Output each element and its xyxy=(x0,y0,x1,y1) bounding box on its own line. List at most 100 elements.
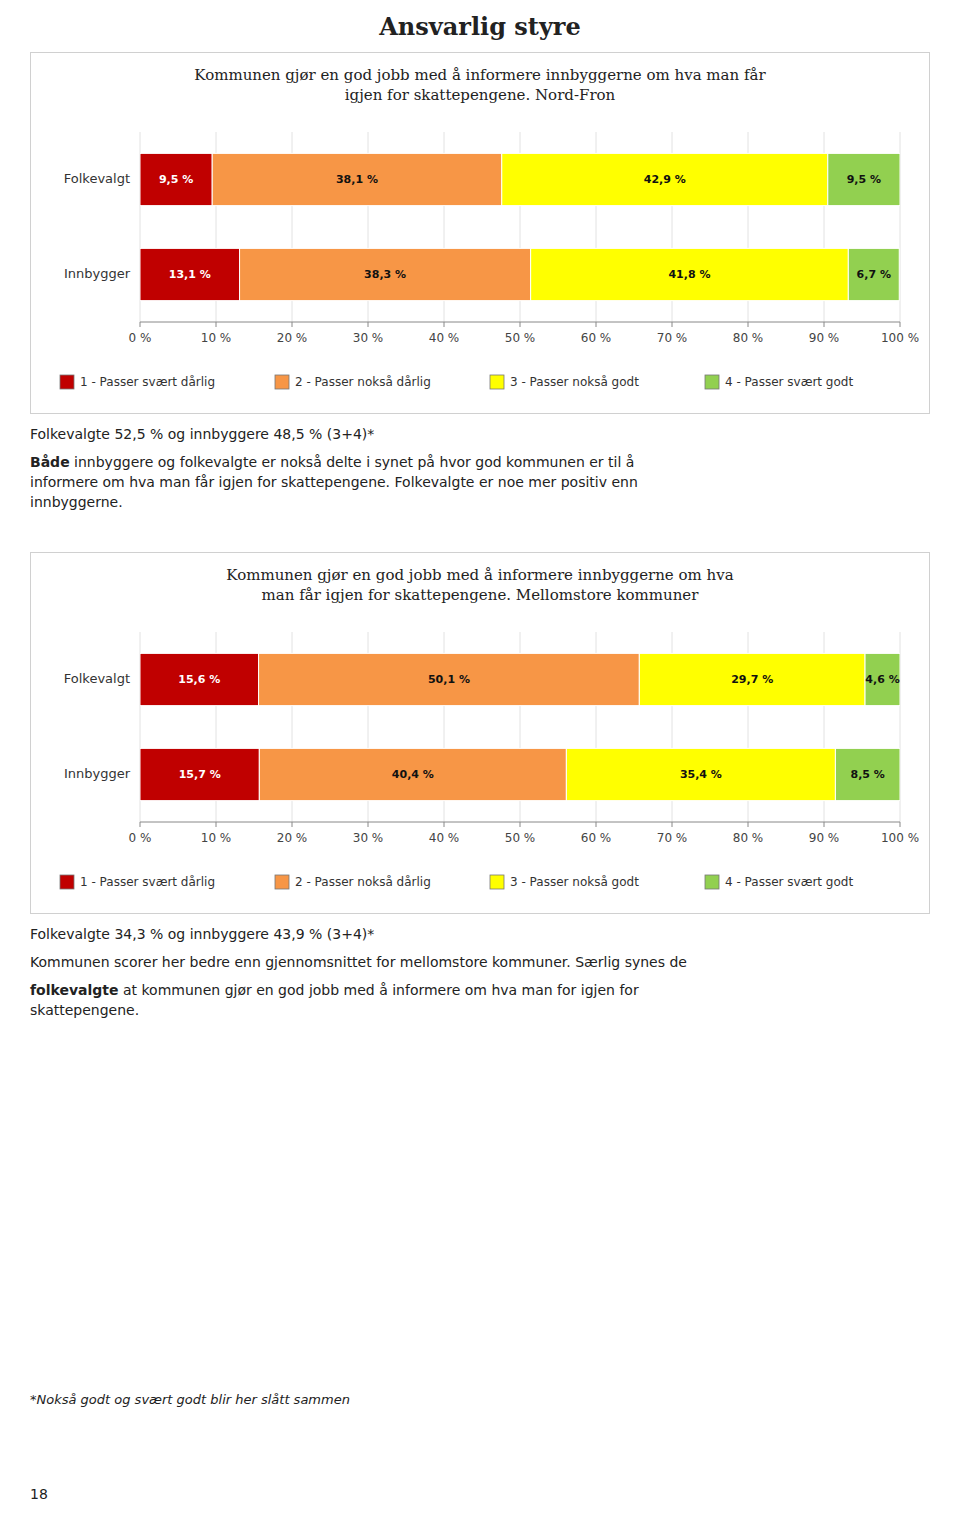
tick-label: 0 % xyxy=(129,831,152,845)
legend-swatch xyxy=(490,375,504,389)
bar-segment xyxy=(140,153,212,205)
data-label: 13,1 % xyxy=(169,268,211,281)
chart-title-line: Kommunen gjør en god jobb med å informer… xyxy=(226,566,733,584)
tick-label: 100 % xyxy=(881,831,919,845)
text-run: Folkevalgte 52,5 % og innbyggere 48,5 % … xyxy=(30,426,374,442)
tick-mark xyxy=(292,322,293,327)
tick-label: 60 % xyxy=(581,331,612,345)
tick-label: 80 % xyxy=(733,831,764,845)
paragraph: Folkevalgte 52,5 % og innbyggere 48,5 % … xyxy=(30,424,930,444)
text-run: at kommunen gjør en god jobb med å infor… xyxy=(30,982,639,1018)
data-label: 9,5 % xyxy=(847,173,881,186)
data-label: 50,1 % xyxy=(428,673,470,686)
text-block: Folkevalgte 34,3 % og innbyggere 43,9 % … xyxy=(30,924,930,1028)
text-run: Folkevalgte 34,3 % og innbyggere 43,9 % … xyxy=(30,926,374,942)
tick-mark xyxy=(216,322,217,327)
paragraph: Kommunen scorer her bedre enn gjennomsni… xyxy=(30,952,930,972)
tick-mark xyxy=(824,322,825,327)
tick-mark xyxy=(748,822,749,827)
x-axis: 0 %10 %20 %30 %40 %50 %60 %70 %80 %90 %1… xyxy=(129,322,919,345)
tick-label: 40 % xyxy=(429,331,460,345)
x-axis: 0 %10 %20 %30 %40 %50 %60 %70 %80 %90 %1… xyxy=(129,822,919,845)
tick-mark xyxy=(368,322,369,327)
data-label: 8,5 % xyxy=(851,768,885,781)
tick-mark xyxy=(900,322,901,327)
bar-segment xyxy=(865,653,900,705)
data-labels: 15,6 %50,1 %29,7 %4,6 %15,7 %40,4 %35,4 … xyxy=(178,673,899,781)
category-label: Folkevalgt xyxy=(64,171,130,186)
bar-segment xyxy=(502,153,828,205)
chart-title-line: Kommunen gjør en god jobb med å informer… xyxy=(194,66,766,84)
data-label: 29,7 % xyxy=(731,673,773,686)
category-label: Innbygger xyxy=(64,266,131,281)
legend: 1 - Passer svært dårlig2 - Passer nokså … xyxy=(60,375,853,390)
chart: Kommunen gjør en god jobb med å informer… xyxy=(30,52,930,414)
tick-label: 90 % xyxy=(809,331,840,345)
legend-label: 4 - Passer svært godt xyxy=(725,375,853,389)
axis-line xyxy=(140,322,900,323)
tick-label: 10 % xyxy=(201,331,232,345)
bar-segment xyxy=(259,748,566,800)
paragraph: folkevalgte at kommunen gjør en god jobb… xyxy=(30,980,930,1020)
bar-segment xyxy=(212,153,502,205)
y-axis: Folkevalgt Innbygger xyxy=(64,171,131,281)
legend: 1 - Passer svært dårlig 2 - Passer nokså … xyxy=(60,875,853,890)
tick-label: 20 % xyxy=(277,331,308,345)
legend-label: 1 - Passer svært dårlig xyxy=(80,875,215,889)
tick-mark xyxy=(520,322,521,327)
tick-mark xyxy=(140,822,141,827)
tick-mark xyxy=(596,822,597,827)
tick-mark xyxy=(672,322,673,327)
tick-mark xyxy=(672,822,673,827)
legend-label: 2 - Passer nokså dårlig xyxy=(295,875,431,889)
chart-frame xyxy=(31,553,930,914)
page-title: Ansvarlig styre xyxy=(0,12,960,41)
tick-mark xyxy=(824,822,825,827)
bar-segment xyxy=(259,653,640,705)
page-number: 18 xyxy=(30,1486,48,1502)
data-label: 38,3 % xyxy=(364,268,406,281)
legend-swatch xyxy=(705,875,719,889)
chart-title-line: man får igjen for skattepengene. Melloms… xyxy=(262,586,700,604)
legend-label: 4 - Passer svært godt xyxy=(725,875,853,889)
tick-mark xyxy=(748,322,749,327)
category-label: Innbygger xyxy=(64,766,131,781)
tick-label: 30 % xyxy=(353,831,384,845)
bar-segment xyxy=(140,748,259,800)
legend-label: 3 - Passer nokså godt xyxy=(510,375,639,389)
tick-mark xyxy=(216,822,217,827)
data-label: 42,9 % xyxy=(644,173,686,186)
category-label: Folkevalgt xyxy=(64,671,130,686)
tick-label: 0 % xyxy=(129,331,152,345)
data-label: 9,5 % xyxy=(159,173,193,186)
data-label: 6,7 % xyxy=(857,268,891,281)
bar-segment xyxy=(140,653,259,705)
tick-label: 50 % xyxy=(505,831,536,845)
bar-segment xyxy=(531,248,849,300)
y-axis: Folkevalgt Innbygger xyxy=(64,671,131,781)
bar-segment xyxy=(835,748,900,800)
chart-frame xyxy=(31,53,930,414)
legend-swatch xyxy=(60,875,74,889)
data-label: 4,6 % xyxy=(865,673,899,686)
bars xyxy=(140,153,900,300)
chart-title-line: igjen for skattepengene. Nord-Fron xyxy=(345,86,616,104)
tick-label: 20 % xyxy=(277,831,308,845)
tick-label: 60 % xyxy=(581,831,612,845)
text-run: Kommunen scorer her bedre enn gjennomsni… xyxy=(30,954,687,970)
tick-label: 90 % xyxy=(809,831,840,845)
data-label: 35,4 % xyxy=(680,768,722,781)
data-label: 38,1 % xyxy=(336,173,378,186)
tick-mark xyxy=(368,822,369,827)
data-label: 15,6 % xyxy=(178,673,220,686)
grid xyxy=(140,132,900,322)
text-run: Både xyxy=(30,454,70,470)
legend-swatch xyxy=(490,875,504,889)
footnote: *Nokså godt og svært godt blir her slått… xyxy=(30,1392,350,1407)
tick-label: 80 % xyxy=(733,331,764,345)
paragraph: Både innbyggere og folkevalgte er nokså … xyxy=(30,452,930,512)
chart-title: Kommunen gjør en god jobb med å informer… xyxy=(226,566,733,604)
bar-segment xyxy=(240,248,531,300)
tick-label: 100 % xyxy=(881,331,919,345)
tick-mark xyxy=(292,822,293,827)
